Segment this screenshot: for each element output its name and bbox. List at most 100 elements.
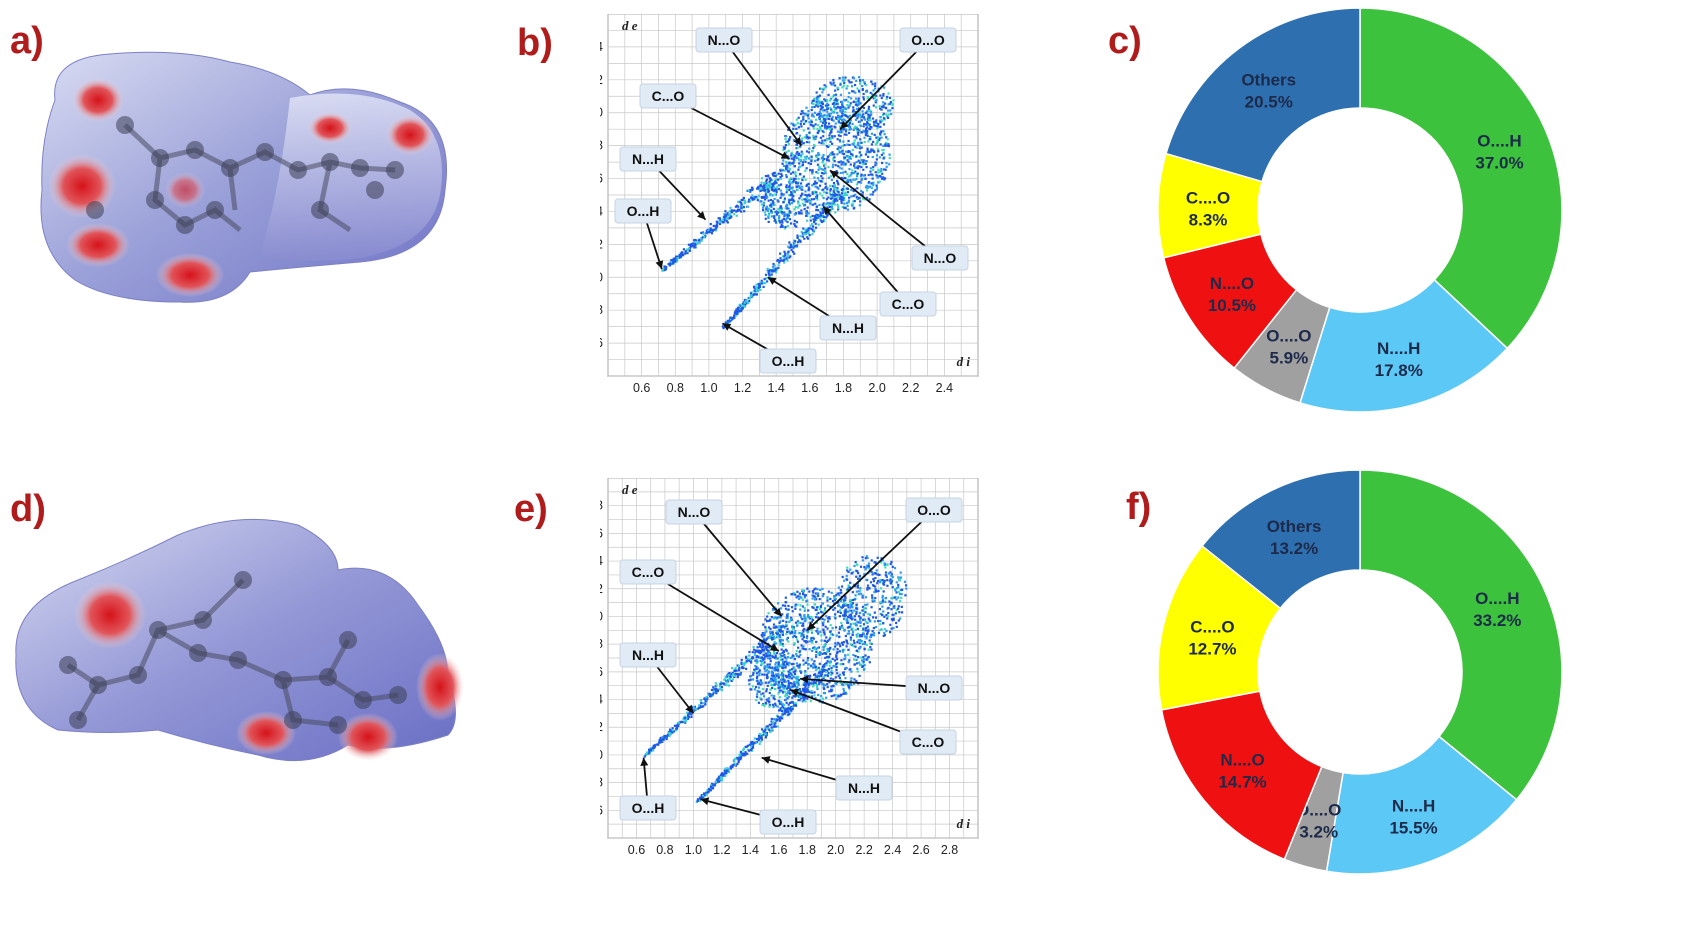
density-point: [818, 115, 821, 118]
density-point: [792, 684, 796, 687]
density-point: [676, 256, 679, 260]
density-point: [767, 215, 770, 218]
density-point: [786, 710, 789, 714]
density-point: [676, 255, 679, 258]
density-point: [846, 159, 849, 162]
density-point: [809, 219, 812, 222]
density-point: [836, 153, 839, 156]
density-point: [838, 77, 841, 80]
density-point: [863, 607, 866, 610]
density-point: [814, 137, 817, 141]
density-point: [848, 116, 851, 119]
density-point: [800, 209, 803, 212]
density-point: [871, 168, 875, 171]
density-point: [793, 680, 796, 684]
density-point: [855, 575, 858, 578]
density-point: [890, 627, 893, 630]
density-point: [777, 686, 780, 690]
density-point: [816, 592, 819, 596]
density-point: [856, 87, 859, 90]
density-point: [854, 193, 857, 196]
density-point: [780, 259, 783, 262]
density-point: [805, 167, 808, 170]
density-point: [687, 247, 691, 250]
density-point: [876, 573, 879, 576]
density-point: [802, 158, 805, 161]
density-point: [788, 707, 792, 710]
density-point: [804, 670, 807, 673]
density-point: [893, 606, 896, 610]
density-point: [867, 107, 870, 111]
y-tick-label: 1.2: [600, 237, 603, 251]
density-point: [839, 160, 842, 163]
density-point: [827, 590, 830, 593]
density-point: [854, 114, 857, 118]
density-point: [825, 664, 828, 667]
density-point: [862, 660, 865, 663]
density-point: [845, 133, 848, 136]
density-point: [883, 178, 886, 181]
density-point: [785, 191, 788, 194]
density-point: [809, 169, 812, 172]
density-point: [735, 673, 738, 676]
density-point: [826, 114, 829, 117]
density-point: [817, 187, 820, 190]
density-point: [899, 576, 902, 579]
density-point: [861, 609, 864, 612]
density-point: [785, 701, 788, 704]
density-point: [809, 227, 812, 230]
density-point: [781, 682, 784, 686]
density-point: [832, 199, 835, 202]
density-point: [804, 686, 807, 689]
density-point: [862, 655, 865, 659]
density-point: [846, 653, 850, 656]
density-point: [823, 163, 826, 166]
density-point: [802, 683, 806, 686]
density-point: [863, 140, 866, 144]
density-point: [773, 216, 776, 220]
density-point: [818, 608, 822, 611]
density-point: [758, 645, 762, 648]
density-point: [858, 151, 861, 154]
density-point: [771, 172, 774, 175]
density-point: [756, 660, 759, 663]
density-point: [837, 604, 841, 607]
density-point: [708, 228, 711, 232]
density-point: [793, 676, 796, 679]
density-point: [740, 756, 743, 759]
density-point: [784, 664, 787, 667]
density-point: [817, 632, 820, 635]
density-point: [778, 690, 781, 693]
density-point: [881, 559, 884, 562]
density-point: [793, 124, 796, 127]
density-point: [837, 641, 840, 644]
density-point: [798, 187, 802, 190]
density-point: [765, 205, 768, 208]
density-point: [740, 661, 743, 664]
density-point: [800, 125, 803, 128]
density-point: [860, 173, 863, 176]
density-point: [774, 718, 777, 721]
density-point: [843, 198, 846, 202]
density-point: [761, 635, 764, 638]
density-point: [790, 709, 793, 712]
density-point: [789, 710, 792, 713]
density-point: [791, 685, 794, 688]
density-point: [881, 105, 884, 108]
density-point: [779, 684, 782, 687]
callout-box: [619, 146, 677, 172]
density-point: [886, 579, 889, 582]
density-point: [777, 681, 780, 684]
density-point: [843, 81, 846, 84]
density-point: [815, 655, 818, 658]
density-point: [811, 99, 814, 102]
density-point: [827, 196, 830, 199]
density-point: [803, 681, 806, 684]
density-point: [826, 639, 830, 642]
density-point: [825, 662, 828, 665]
density-point: [742, 747, 746, 750]
density-point: [823, 665, 826, 668]
density-point: [794, 172, 797, 175]
density-point: [815, 195, 819, 198]
density-point: [848, 625, 851, 629]
